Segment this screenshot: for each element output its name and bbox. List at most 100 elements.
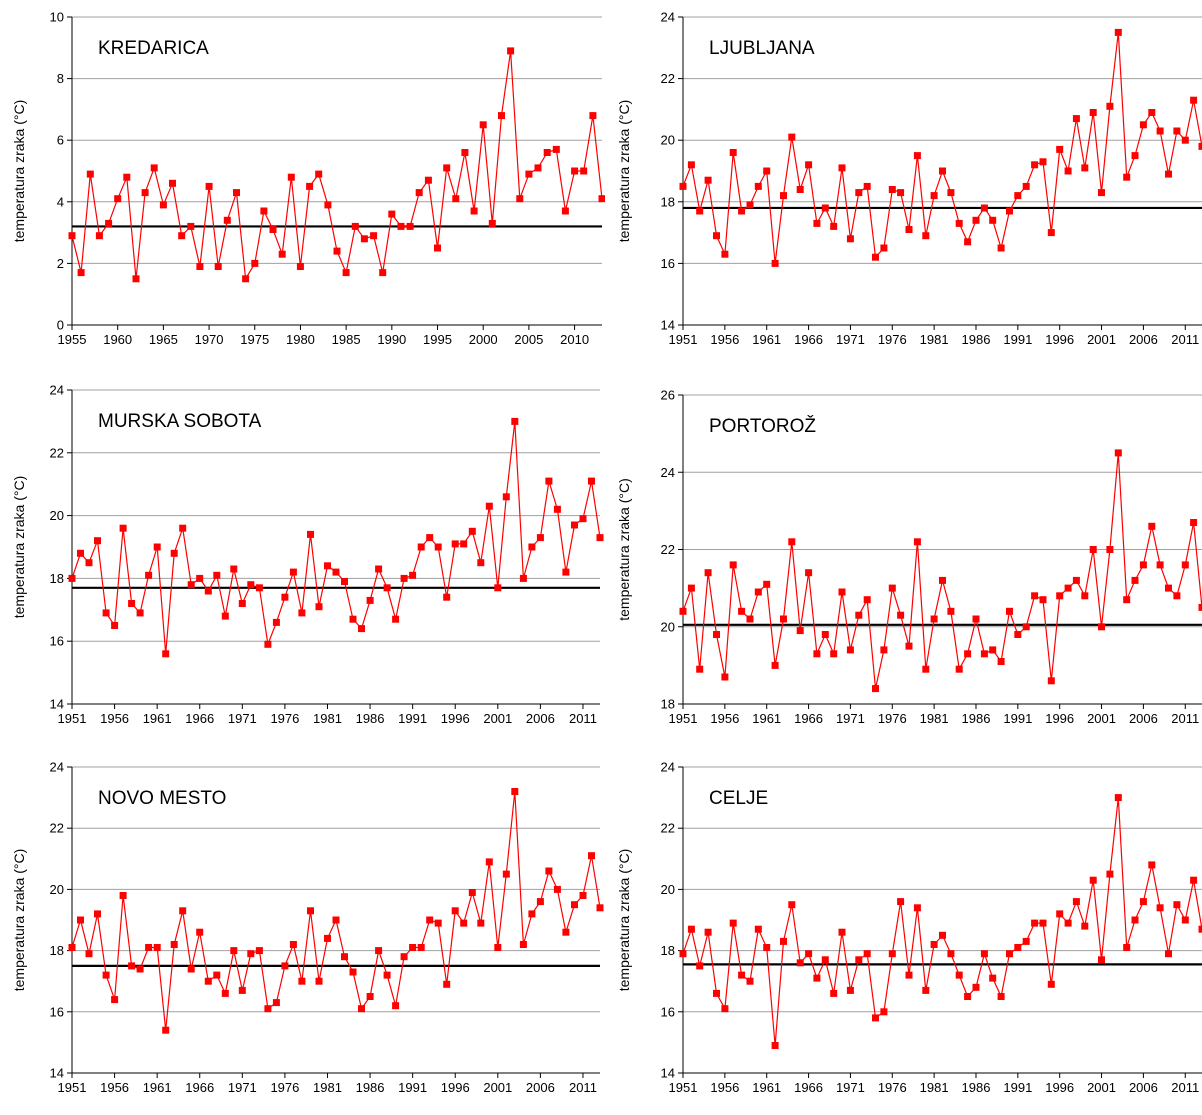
x-tick-label: 1956 [100,711,129,726]
chart-panel: 14 16 18 20 22 24 1951 1956 1961 1966 1971 1976 1981… [11,383,604,726]
data-point [729,919,737,927]
station-title: MURSKA SOBOTA [98,411,262,432]
data-point [838,164,846,172]
data-point [721,250,729,258]
data-point [1123,944,1131,951]
x-tick-label: 1981 [920,711,949,726]
series-line [682,32,1202,264]
data-point [1081,922,1089,930]
x-tick-label: 2000 [469,332,498,347]
data-point [1173,127,1181,135]
data-point [278,250,286,258]
data-point [598,195,605,203]
data-point [771,661,779,669]
y-axis-label: temperatura zraka (°C) [616,849,632,992]
x-tick-label: 2011 [569,711,597,726]
data-point [443,593,451,601]
y-tick-label: 8 [57,71,64,86]
data-point [451,540,459,548]
y-tick-label: 22 [661,821,675,836]
x-tick-label: 1956 [100,1080,129,1095]
data-point [397,222,405,230]
x-tick-label: 2001 [483,1080,512,1095]
data-point [247,581,255,589]
data-point [1139,561,1147,569]
data-point [947,607,955,615]
y-tick-label: 26 [661,388,675,403]
data-point [315,603,323,611]
data-point [128,962,136,970]
data-point [1064,919,1072,927]
data-point [1198,603,1202,611]
x-tick-label: 2006 [1129,711,1158,726]
x-tick-label: 2001 [1087,332,1116,347]
data-point [679,182,687,190]
data-point [298,609,306,617]
data-point [713,232,720,240]
x-tick-label: 1966 [185,711,214,726]
series-line [682,452,1202,689]
data-point [383,971,391,979]
data-point [426,534,434,542]
data-point [111,622,119,629]
data-point [409,944,417,951]
data-point [507,47,515,55]
y-tick-label: 18 [661,943,675,958]
data-point [1173,592,1181,600]
x-tick-label: 1956 [710,1080,739,1095]
data-point [213,571,221,579]
data-point [170,549,178,557]
y-tick-label: 22 [661,71,675,86]
data-point [704,928,712,936]
x-tick-label: 1976 [270,711,299,726]
data-point [939,167,946,175]
data-point [880,1008,888,1016]
x-tick-label: 2011 [569,1080,597,1095]
y-tick-label: 18 [50,943,64,958]
data-point [260,207,268,215]
x-tick-label: 1956 [710,332,739,347]
data-point [1014,944,1022,951]
x-tick-label: 1986 [962,332,991,347]
x-tick-label: 2005 [514,332,543,347]
data-point [519,574,527,582]
y-tick-label: 16 [50,634,64,649]
data-point [553,505,561,513]
data-point [738,971,746,979]
data-point [94,910,101,918]
data-point [913,538,921,546]
data-point [221,989,229,997]
data-point [888,584,896,592]
data-point [788,133,796,141]
data-point [251,259,259,267]
data-point [315,977,323,985]
data-point [179,524,187,532]
data-point [746,615,754,623]
data-point [1031,592,1039,600]
y-tick-label: 20 [50,882,64,897]
data-point [179,907,187,915]
data-point [989,646,997,654]
data-point [1156,127,1164,135]
data-point [1148,861,1156,869]
x-tick-label: 1961 [752,332,781,347]
x-tick-label: 1996 [441,1080,470,1095]
x-tick-label: 1976 [878,711,907,726]
y-tick-label: 14 [50,697,64,712]
data-point [1173,901,1181,909]
data-point [805,950,813,958]
x-tick-label: 1991 [398,711,427,726]
data-point [388,210,396,218]
data-point [1181,561,1189,569]
data-point [729,561,737,569]
data-point [494,944,502,951]
data-point [1190,96,1198,104]
y-tick-label: 0 [57,318,64,333]
data-point [579,515,587,523]
data-point [289,941,297,948]
data-point [1064,584,1072,592]
data-point [1039,596,1047,604]
data-point [561,207,569,215]
x-tick-label: 1955 [58,332,87,347]
data-point [349,968,357,976]
